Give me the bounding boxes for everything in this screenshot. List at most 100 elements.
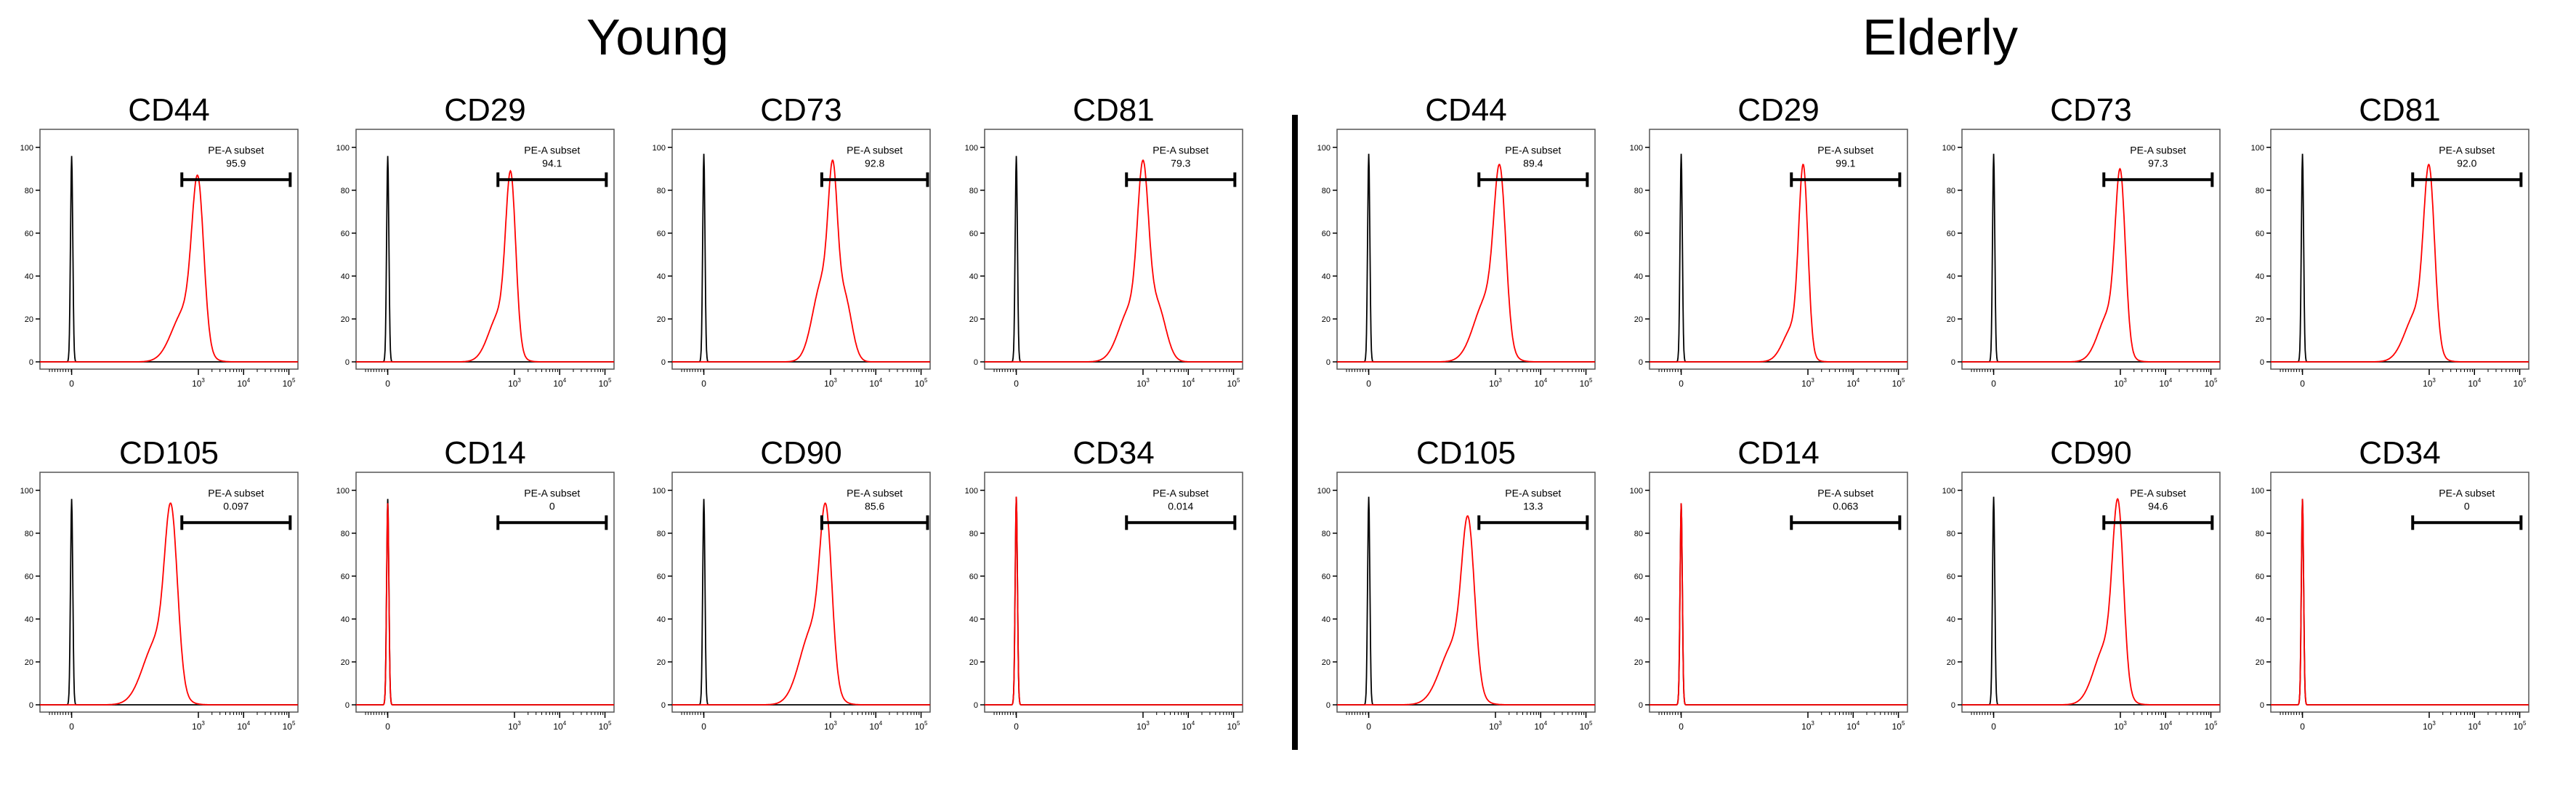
histogram-series-stained — [1337, 515, 1595, 706]
y-tick-label: 20 — [2256, 658, 2264, 667]
x-tick-label: 0 — [69, 722, 74, 732]
x-tick-label: 105 — [2205, 720, 2218, 732]
histogram-young-cd90: CD90 0 20 40 60 80 100 0 103 104 105 PE-A subset 85.… — [653, 435, 931, 732]
x-tick-label: 103 — [1136, 720, 1150, 732]
gate-value: 0.014 — [1168, 500, 1193, 512]
y-tick-label: 60 — [2256, 573, 2264, 581]
plot-frame — [2270, 472, 2529, 713]
x-tick-label: 104 — [553, 720, 566, 732]
plot-frame — [2270, 129, 2529, 370]
y-tick-label: 40 — [25, 615, 33, 624]
y-tick-label: 0 — [1951, 358, 1955, 367]
histogram-young-cd29: CD29 0 20 40 60 80 100 0 103 104 105 PE-A subset 94.… — [336, 92, 615, 389]
x-tick-label: 103 — [192, 377, 205, 389]
x-tick-label: 103 — [824, 377, 837, 389]
gate-label: PE-A subset — [1152, 144, 1208, 155]
histogram-series-stained — [1650, 163, 1907, 363]
plot-frame — [1961, 472, 2221, 713]
histogram-series-control — [672, 498, 930, 706]
plot-frame — [39, 472, 299, 713]
gate-label: PE-A subset — [208, 487, 264, 498]
x-tick-label: 105 — [1227, 720, 1240, 732]
x-tick-label: 104 — [2159, 720, 2172, 732]
panel-title: CD81 — [1073, 92, 1155, 128]
x-tick-label: 103 — [2423, 720, 2436, 732]
plot-frame — [1336, 129, 1596, 370]
gate-label: PE-A subset — [524, 144, 580, 155]
y-tick-label: 40 — [657, 272, 666, 281]
histogram-elderly-cd73: CD73 0 20 40 60 80 100 0 103 104 105 PE-A subset 97.… — [1942, 92, 2221, 389]
x-tick-label: 104 — [2159, 377, 2172, 389]
y-tick-label: 100 — [2251, 144, 2264, 153]
y-tick-label: 20 — [25, 658, 33, 667]
x-tick-label: 105 — [283, 377, 296, 389]
x-tick-label: 103 — [1489, 720, 1502, 732]
x-tick-label: 0 — [385, 722, 390, 732]
y-tick-label: 0 — [345, 701, 350, 710]
gate-label: PE-A subset — [1817, 487, 1873, 498]
gate-value: 92.8 — [865, 157, 884, 169]
y-tick-label: 60 — [1634, 230, 1643, 238]
histogram-elderly-cd105: CD105 0 20 40 60 80 100 0 103 104 105 PE-A subset 13… — [1317, 435, 1596, 732]
plot-frame — [355, 129, 615, 370]
y-tick-label: 100 — [965, 487, 978, 496]
histogram-young-cd14: CD14 0 20 40 60 80 100 0 103 104 105 PE-A subset 0 — [336, 435, 615, 732]
y-tick-label: 60 — [1947, 573, 1955, 581]
x-tick-label: 105 — [915, 720, 928, 732]
y-tick-label: 20 — [1322, 658, 1331, 667]
x-tick-label: 103 — [2114, 377, 2127, 389]
histogram-series-stained — [2271, 498, 2529, 706]
plot-frame — [1961, 129, 2221, 370]
gate-value: 97.3 — [2148, 157, 2168, 169]
y-tick-label: 100 — [336, 144, 350, 153]
gate-label: PE-A subset — [2439, 144, 2495, 155]
x-tick-label: 105 — [283, 720, 296, 732]
y-tick-label: 80 — [1322, 530, 1331, 538]
histogram-series-control — [1962, 496, 2220, 706]
y-tick-label: 60 — [1634, 573, 1643, 581]
group-title-elderly: Elderly — [1862, 9, 2018, 65]
x-tick-label: 104 — [1534, 720, 1547, 732]
x-tick-label: 104 — [2468, 720, 2481, 732]
panel-title: CD29 — [1737, 92, 1820, 128]
x-tick-label: 104 — [869, 377, 882, 389]
y-tick-label: 100 — [653, 144, 666, 153]
x-tick-label: 103 — [192, 720, 205, 732]
y-tick-label: 100 — [1942, 487, 1955, 496]
gate-value: 92.0 — [2457, 157, 2476, 169]
y-tick-label: 0 — [661, 701, 666, 710]
histogram-series-control — [40, 498, 298, 706]
histogram-series-stained — [2271, 163, 2529, 363]
group-title-young: Young — [586, 9, 729, 65]
histogram-series-stained — [356, 169, 614, 363]
y-tick-label: 40 — [1947, 272, 1955, 281]
y-tick-label: 80 — [2256, 530, 2264, 538]
histogram-series-stained — [356, 503, 614, 706]
x-tick-label: 104 — [553, 377, 566, 389]
y-tick-label: 80 — [657, 530, 666, 538]
panel-title: CD90 — [760, 435, 842, 471]
panel-title: CD105 — [119, 435, 219, 471]
histogram-series-control — [1650, 153, 1907, 363]
x-tick-label: 103 — [1136, 377, 1150, 389]
x-tick-label: 103 — [2423, 377, 2436, 389]
x-tick-label: 104 — [237, 720, 250, 732]
x-tick-label: 0 — [69, 379, 74, 389]
gate-value: 13.3 — [1523, 500, 1543, 512]
x-tick-label: 0 — [1014, 379, 1019, 389]
histogram-series-stained — [985, 159, 1243, 363]
x-tick-label: 103 — [1489, 377, 1502, 389]
histogram-young-cd34: CD34 0 20 40 60 80 100 0 103 104 105 PE-A subset 0.0… — [965, 435, 1243, 732]
gate-label: PE-A subset — [1817, 144, 1873, 155]
x-tick-label: 0 — [701, 722, 706, 732]
x-tick-label: 105 — [599, 720, 612, 732]
y-tick-label: 0 — [29, 701, 33, 710]
gate-label: PE-A subset — [1152, 487, 1208, 498]
y-tick-label: 60 — [25, 573, 33, 581]
x-tick-label: 105 — [2205, 377, 2218, 389]
y-tick-label: 20 — [1634, 658, 1643, 667]
y-tick-label: 0 — [345, 358, 350, 367]
y-tick-label: 80 — [1322, 187, 1331, 195]
x-tick-label: 104 — [1534, 377, 1547, 389]
